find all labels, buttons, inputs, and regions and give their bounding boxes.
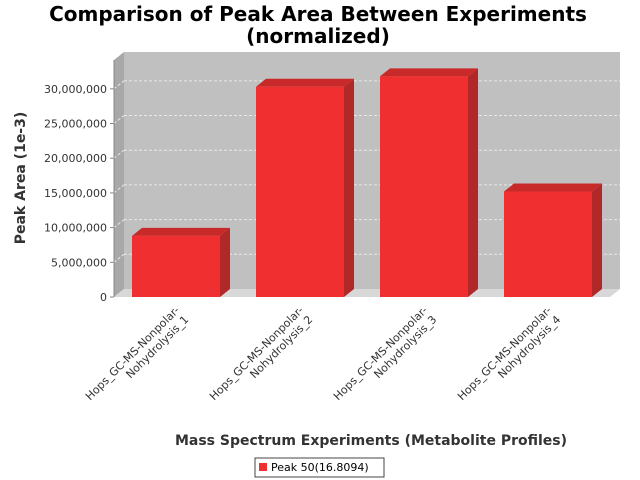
chart-title: Comparison of Peak Area Between Experime… (49, 2, 587, 48)
y-tick-label: 30,000,000 (44, 83, 107, 96)
bar-top (380, 68, 478, 77)
y-axis-label: Peak Area (1e-3) (13, 112, 29, 245)
gridline-side (113, 149, 125, 159)
legend-box (254, 457, 385, 478)
legend-swatch (259, 463, 267, 471)
y-tick-label: 10,000,000 (44, 222, 107, 235)
x-tick-label-line: Hops_GC-MS-Nonpolar- (207, 304, 306, 403)
gridline-side (113, 253, 125, 263)
bar (256, 78, 354, 298)
bar-side (220, 227, 230, 297)
y-tick-label: 20,000,000 (44, 152, 107, 165)
gridline-side (113, 219, 125, 228)
gridline-side (113, 115, 125, 124)
legend-label: Peak 50(16.8094) (271, 461, 369, 474)
x-tick-label: Hops_GC-MS-Nonpolar-Nohydrolysis_3 (331, 304, 439, 403)
bar-front (504, 191, 592, 297)
x-tick-label: Hops_GC-MS-Nonpolar-Nohydrolysis_1 (83, 304, 191, 403)
y-tick-label: 5,000,000 (51, 256, 107, 269)
bar (380, 68, 478, 297)
bar-front (132, 235, 220, 297)
bar-side (468, 68, 478, 297)
y-tick-label: 15,000,000 (44, 187, 107, 200)
chart-title-line-2: (normalized) (246, 24, 390, 48)
x-axis: Hops_GC-MS-Nonpolar-Nohydrolysis_1 Hops_G… (83, 304, 563, 403)
y-tick-label: 25,000,000 (44, 118, 107, 131)
bar-front (380, 76, 468, 297)
plot-floor (114, 289, 620, 297)
x-tick-label: Hops_GC-MS-Nonpolar-Nohydrolysis_4 (455, 304, 563, 403)
bar-side (344, 78, 354, 298)
bars (132, 68, 602, 298)
bar (504, 183, 602, 297)
bar (132, 227, 230, 297)
x-axis-label: Mass Spectrum Experiments (Metabolite Pr… (175, 433, 567, 449)
x-tick-label-line: Hops_GC-MS-Nonpolar- (331, 304, 430, 403)
x-tick-label-line: Hops_GC-MS-Nonpolar- (455, 304, 554, 403)
bar-top (256, 78, 354, 87)
x-tick-label: Hops_GC-MS-Nonpolar-Nohydrolysis_2 (207, 304, 315, 403)
x-tick-label-line: Hops_GC-MS-Nonpolar- (83, 304, 182, 403)
bar-side (592, 183, 602, 297)
y-axis: 0 5,000,000 10,000,000 15,000,000 20,000,000… (44, 60, 115, 304)
gridline-side (113, 80, 125, 90)
y-tick-label: 0 (100, 291, 107, 304)
bar-front (256, 86, 344, 298)
legend: Peak 50(16.8094) (254, 457, 385, 478)
plot-side-wall (114, 52, 124, 297)
chart-title-line-1: Comparison of Peak Area Between Experime… (49, 2, 587, 26)
bar-top (504, 183, 602, 192)
gridline-side (113, 184, 125, 194)
bar-top (132, 227, 230, 236)
